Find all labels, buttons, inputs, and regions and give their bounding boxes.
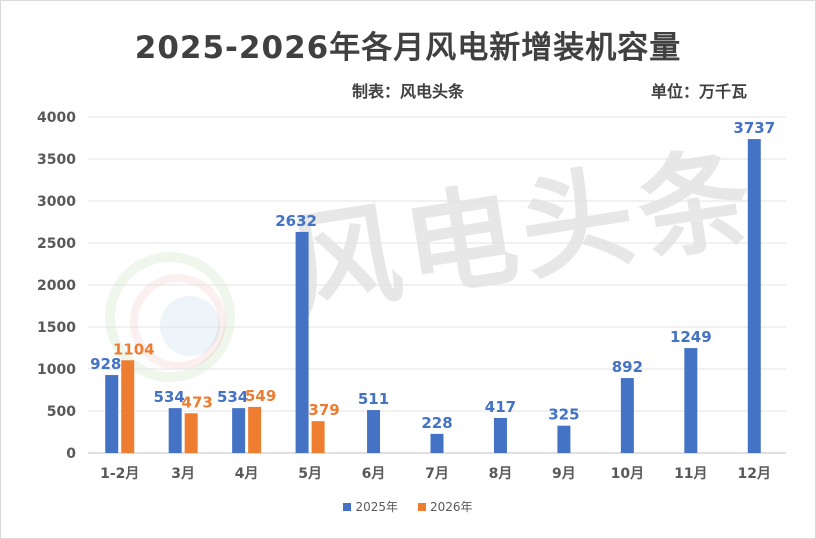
data-label: 3737 bbox=[733, 119, 775, 137]
bar bbox=[295, 231, 309, 453]
bar bbox=[684, 348, 698, 453]
chart-title: 2025-2026年各月风电新增装机容量 bbox=[134, 30, 682, 66]
y-tick-label: 3500 bbox=[37, 152, 76, 168]
bar bbox=[430, 433, 444, 453]
data-label: 928 bbox=[90, 355, 121, 373]
x-tick-label: 10月 bbox=[611, 466, 644, 482]
x-tick-label: 11月 bbox=[674, 466, 707, 482]
chart-unit: 单位：万千瓦 bbox=[651, 82, 748, 101]
data-label: 1249 bbox=[670, 328, 712, 346]
legend-item: 2025年 bbox=[343, 498, 398, 515]
legend-label: 2026年 bbox=[430, 500, 473, 514]
data-label: 534 bbox=[154, 388, 185, 406]
bar bbox=[747, 139, 761, 454]
x-tick-label: 9月 bbox=[552, 466, 576, 482]
bars bbox=[105, 139, 761, 454]
y-tick-label: 4000 bbox=[37, 110, 76, 126]
grid-lines bbox=[88, 116, 786, 454]
legend-item: 2026年 bbox=[418, 498, 473, 515]
data-label: 325 bbox=[548, 406, 579, 424]
x-tick-label: 12月 bbox=[738, 466, 771, 482]
bar bbox=[557, 425, 571, 453]
bar bbox=[232, 408, 246, 453]
bar bbox=[105, 375, 119, 453]
y-tick-label: 1000 bbox=[37, 362, 76, 378]
data-label: 1104 bbox=[113, 340, 155, 358]
legend-swatch bbox=[418, 502, 426, 511]
data-label: 473 bbox=[182, 393, 213, 411]
y-tick-label: 2500 bbox=[37, 236, 76, 252]
bar bbox=[493, 417, 507, 453]
x-tick-label: 5月 bbox=[298, 466, 322, 482]
data-label: 228 bbox=[421, 414, 452, 432]
legend-label: 2025年 bbox=[355, 500, 398, 514]
bar bbox=[311, 421, 325, 453]
bar bbox=[620, 378, 634, 453]
x-tick-label: 8月 bbox=[489, 466, 513, 482]
x-tick-label: 6月 bbox=[362, 466, 386, 482]
y-tick-label: 3000 bbox=[37, 194, 76, 210]
chart-source: 制表：风电头条 bbox=[352, 82, 465, 101]
data-label: 534 bbox=[217, 388, 248, 406]
x-tick-label: 4月 bbox=[235, 466, 259, 482]
x-tick-label: 3月 bbox=[171, 466, 195, 482]
data-label: 379 bbox=[308, 401, 339, 419]
bar bbox=[248, 406, 262, 453]
y-tick-label: 2000 bbox=[37, 278, 76, 294]
legend: 2025年 2026年 bbox=[0, 498, 816, 515]
data-label: 417 bbox=[485, 398, 516, 416]
x-tick-label: 1-2月 bbox=[100, 466, 139, 482]
legend-swatch bbox=[343, 502, 352, 511]
bar bbox=[168, 408, 182, 453]
x-tick-label: 7月 bbox=[425, 466, 449, 482]
y-tick-label: 0 bbox=[66, 446, 76, 462]
bar bbox=[367, 410, 381, 453]
y-tick-label: 500 bbox=[47, 404, 76, 420]
data-label: 511 bbox=[358, 390, 389, 408]
x-axis: 1-2月 3月 4月 5月 6月 7月 8月 9月 10月 11月 12月 bbox=[100, 466, 771, 482]
y-tick-label: 1500 bbox=[37, 320, 76, 336]
data-label: 549 bbox=[245, 387, 276, 405]
y-axis: 0 500 1000 1500 2000 2500 3000 3500 4000 bbox=[37, 110, 76, 462]
bar bbox=[184, 413, 198, 453]
data-label: 892 bbox=[612, 358, 643, 376]
bar bbox=[121, 360, 135, 453]
data-label: 2632 bbox=[275, 212, 317, 230]
